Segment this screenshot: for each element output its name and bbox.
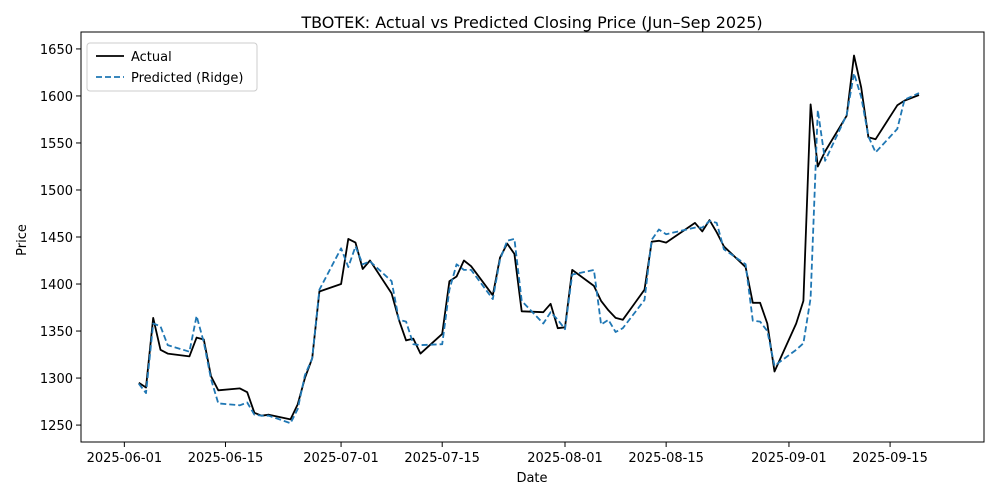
y-axis-label: Price xyxy=(15,224,30,256)
x-tick-label: 2025-08-01 xyxy=(527,451,603,466)
x-axis: 2025-06-01 2025-06-15 2025-07-01 2025-07-15… xyxy=(87,442,928,466)
y-tick-label: 1500 xyxy=(40,184,73,199)
y-tick-label: 1650 xyxy=(40,43,73,58)
y-tick-label: 1450 xyxy=(40,231,73,246)
y-tick-label: 1600 xyxy=(40,90,73,105)
x-tick-label: 2025-09-01 xyxy=(751,451,827,466)
x-tick-label: 2025-09-15 xyxy=(852,451,928,466)
y-tick-label: 1300 xyxy=(40,372,73,387)
legend-label-predicted: Predicted (Ridge) xyxy=(131,71,243,86)
y-tick-label: 1400 xyxy=(40,278,73,293)
x-tick-label: 2025-08-15 xyxy=(628,451,704,466)
x-tick-label: 2025-06-01 xyxy=(87,451,163,466)
series-line-1 xyxy=(138,72,920,425)
y-tick-label: 1350 xyxy=(40,325,73,340)
series-line-0 xyxy=(138,54,920,421)
x-tick-label: 2025-06-15 xyxy=(188,451,264,466)
x-tick-label: 2025-07-15 xyxy=(404,451,480,466)
x-tick-label: 2025-07-01 xyxy=(303,451,379,466)
legend-label-actual: Actual xyxy=(131,50,172,65)
plot-area xyxy=(138,54,920,425)
x-axis-label: Date xyxy=(516,471,547,486)
y-axis: 1250 1300 1350 1400 1450 1500 1550 1600 1650 xyxy=(40,43,81,434)
chart-title: TBOTEK: Actual vs Predicted Closing Pric… xyxy=(300,13,762,32)
legend-box xyxy=(86,42,258,92)
y-tick-label: 1250 xyxy=(40,419,73,434)
y-tick-label: 1550 xyxy=(40,137,73,152)
legend: Actual Predicted (Ridge) xyxy=(86,42,258,92)
